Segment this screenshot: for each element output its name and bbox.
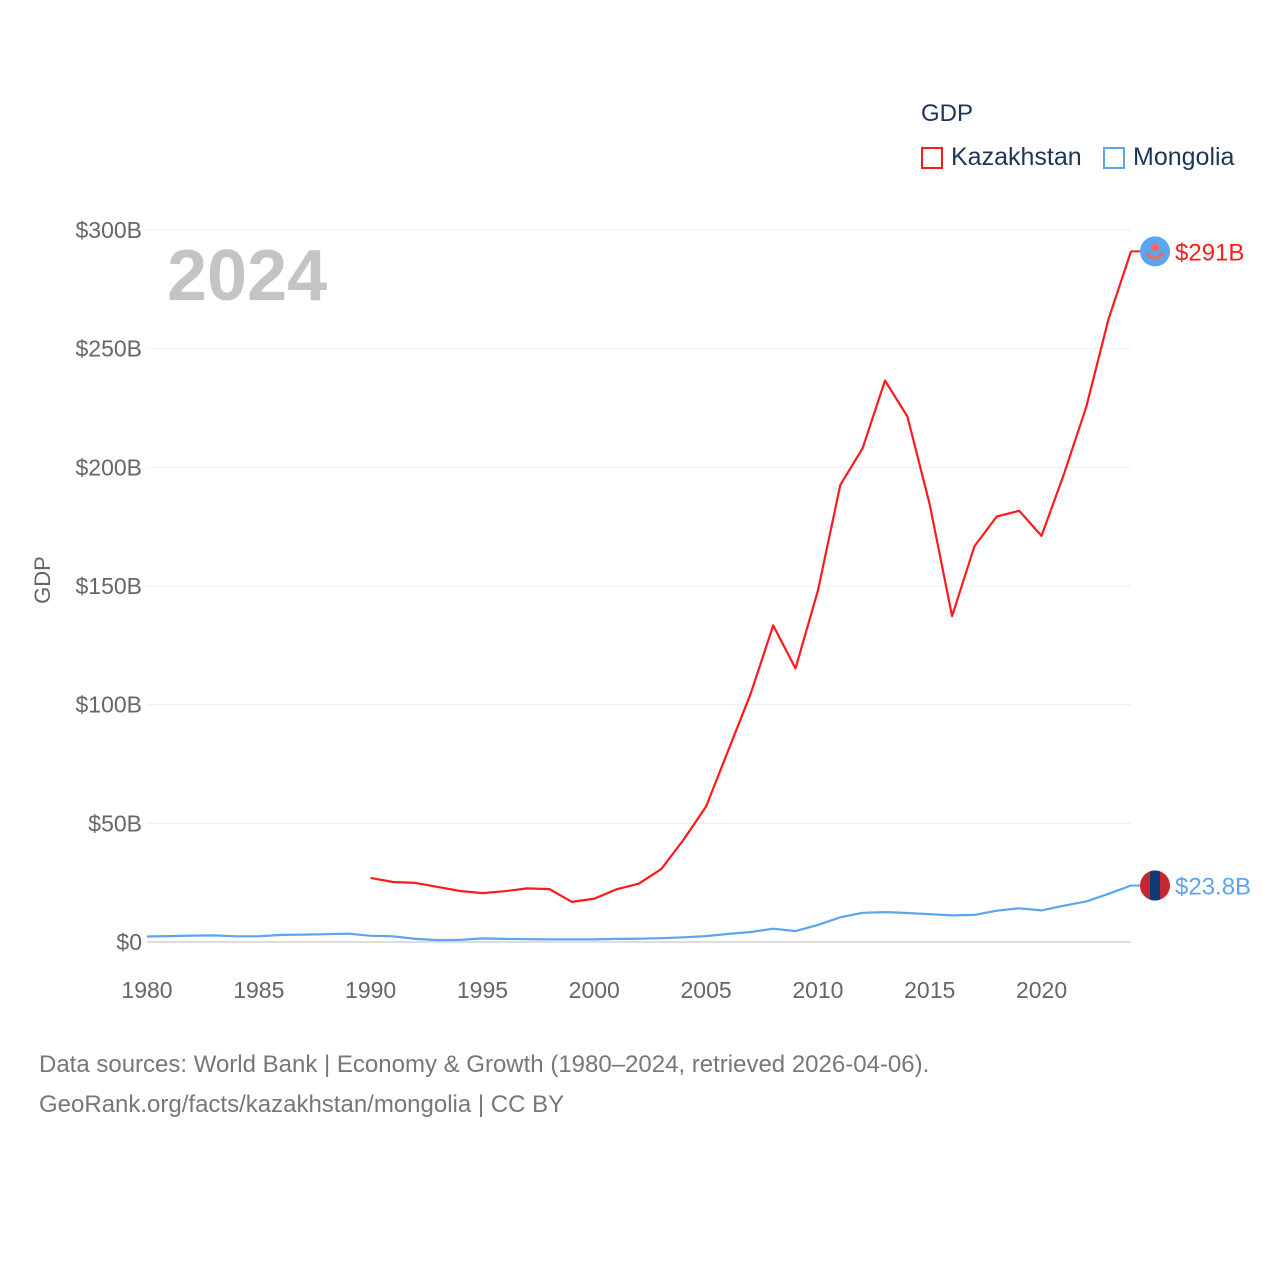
x-tick-label: 2010 bbox=[792, 977, 843, 1003]
series-line-kazakhstan bbox=[370, 251, 1133, 904]
x-tick-label: 2020 bbox=[1016, 977, 1067, 1003]
x-tick-label: 1980 bbox=[121, 977, 172, 1003]
legend-item-kazakhstan[interactable]: Kazakhstan bbox=[921, 143, 1082, 172]
y-tick-label: $300B bbox=[75, 217, 142, 243]
x-tick-label: 1985 bbox=[233, 977, 284, 1003]
legend-title: GDP bbox=[921, 100, 974, 127]
year-watermark: 2024 bbox=[167, 236, 327, 316]
x-tick-label: 1995 bbox=[457, 977, 508, 1003]
attribution-text: GeoRank.org/facts/kazakhstan/mongolia | … bbox=[39, 1091, 565, 1118]
end-value-label-mongolia: $23.8B bbox=[1175, 874, 1251, 901]
flag-eagle bbox=[1145, 252, 1165, 260]
legend-item-mongolia[interactable]: Mongolia bbox=[1103, 143, 1234, 172]
legend-swatch-kazakhstan bbox=[921, 146, 943, 169]
y-tick-label: $50B bbox=[88, 810, 142, 836]
y-axis-label: GDP bbox=[30, 556, 55, 604]
legend-swatch-mongolia bbox=[1103, 146, 1125, 169]
footer: Data sources: World Bank | Economy & Gro… bbox=[39, 1045, 929, 1125]
flag-stripe bbox=[1150, 870, 1160, 901]
x-tick-label: 2000 bbox=[569, 977, 620, 1003]
legend-label-mongolia: Mongolia bbox=[1133, 143, 1235, 171]
x-tick-label: 2015 bbox=[904, 977, 955, 1003]
data-sources-text: Data sources: World Bank | Economy & Gro… bbox=[39, 1051, 930, 1078]
y-tick-label: $100B bbox=[75, 692, 142, 718]
x-tick-label: 1990 bbox=[345, 977, 396, 1003]
y-tick-label: $200B bbox=[75, 454, 142, 480]
y-tick-label: $150B bbox=[75, 573, 142, 599]
x-tick-label: 2005 bbox=[681, 977, 732, 1003]
y-tick-label: $0 bbox=[116, 929, 142, 955]
series-line-mongolia bbox=[146, 884, 1132, 942]
legend-label-kazakhstan: Kazakhstan bbox=[951, 143, 1082, 171]
y-tick-label: $250B bbox=[75, 336, 142, 362]
flag-sun bbox=[1151, 243, 1159, 252]
end-value-label-kazakhstan: $291B bbox=[1175, 239, 1244, 266]
